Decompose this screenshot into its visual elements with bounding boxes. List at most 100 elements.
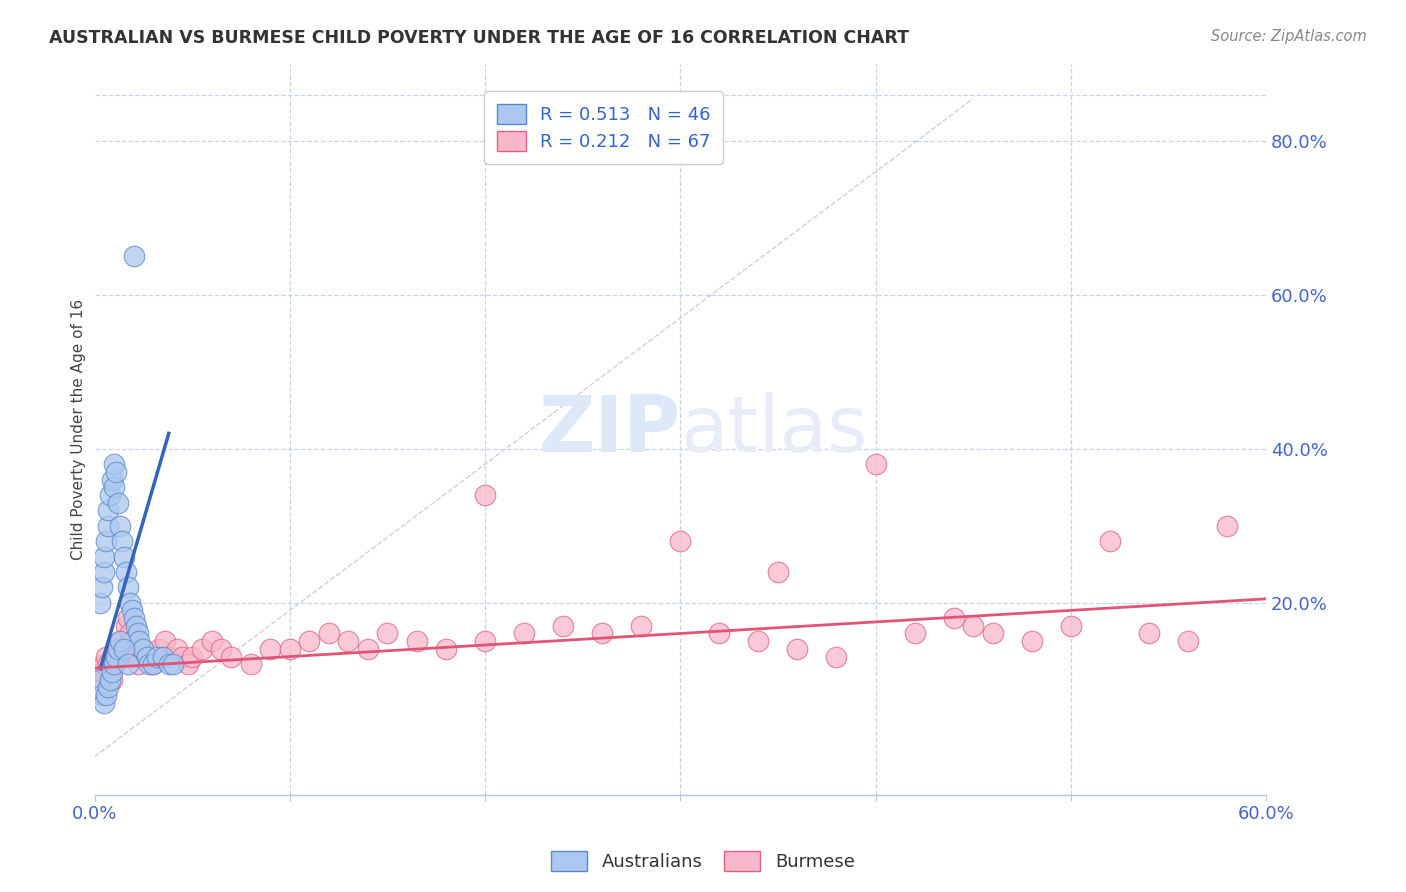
Point	[97, 657, 120, 672]
Point	[124, 649, 146, 664]
Point	[377, 626, 399, 640]
Point	[942, 611, 965, 625]
Point	[108, 518, 131, 533]
Point	[766, 565, 789, 579]
Point	[91, 580, 114, 594]
Point	[981, 626, 1004, 640]
Point	[136, 649, 159, 664]
Point	[112, 649, 135, 664]
Point	[96, 649, 118, 664]
Point	[101, 673, 124, 687]
Point	[357, 641, 380, 656]
Point	[124, 619, 146, 633]
Point	[112, 641, 135, 656]
Point	[105, 649, 128, 664]
Point	[201, 634, 224, 648]
Text: ZIP: ZIP	[538, 392, 681, 467]
Point	[114, 619, 136, 633]
Point	[136, 649, 159, 664]
Point	[318, 626, 340, 640]
Point	[337, 634, 360, 648]
Legend: R = 0.513   N = 46, R = 0.212   N = 67: R = 0.513 N = 46, R = 0.212 N = 67	[484, 91, 724, 163]
Point	[191, 641, 214, 656]
Point	[153, 634, 176, 648]
Point	[91, 665, 114, 679]
Point	[97, 503, 120, 517]
Point	[1098, 534, 1121, 549]
Point	[118, 626, 141, 640]
Point	[132, 641, 155, 656]
Point	[166, 641, 188, 656]
Point	[117, 580, 139, 594]
Point	[278, 641, 301, 656]
Point	[132, 641, 155, 656]
Point	[709, 626, 731, 640]
Text: AUSTRALIAN VS BURMESE CHILD POVERTY UNDER THE AGE OF 16 CORRELATION CHART: AUSTRALIAN VS BURMESE CHILD POVERTY UNDE…	[49, 29, 910, 46]
Point	[630, 619, 652, 633]
Point	[112, 549, 135, 564]
Point	[114, 565, 136, 579]
Point	[127, 657, 149, 672]
Point	[98, 665, 121, 679]
Point	[118, 596, 141, 610]
Point	[108, 634, 131, 648]
Point	[122, 249, 145, 263]
Point	[98, 488, 121, 502]
Point	[93, 696, 115, 710]
Point	[142, 657, 165, 672]
Point	[103, 480, 125, 494]
Point	[105, 649, 128, 664]
Point	[239, 657, 262, 672]
Point	[1060, 619, 1083, 633]
Point	[89, 596, 111, 610]
Point	[117, 611, 139, 625]
Point	[177, 657, 200, 672]
Point	[128, 634, 150, 648]
Point	[513, 626, 536, 640]
Point	[103, 657, 125, 672]
Point	[1021, 634, 1043, 648]
Text: Source: ZipAtlas.com: Source: ZipAtlas.com	[1211, 29, 1367, 44]
Point	[101, 665, 124, 679]
Point	[122, 611, 145, 625]
Point	[903, 626, 925, 640]
Point	[259, 641, 281, 656]
Point	[1216, 518, 1239, 533]
Point	[93, 549, 115, 564]
Point	[111, 641, 134, 656]
Point	[105, 465, 128, 479]
Point	[474, 488, 496, 502]
Legend: Australians, Burmese: Australians, Burmese	[544, 844, 862, 879]
Point	[107, 496, 129, 510]
Point	[121, 603, 143, 617]
Point	[1137, 626, 1160, 640]
Point	[553, 619, 575, 633]
Point	[669, 534, 692, 549]
Point	[591, 626, 613, 640]
Point	[219, 649, 242, 664]
Point	[747, 634, 769, 648]
Point	[825, 649, 848, 664]
Point	[111, 534, 134, 549]
Point	[97, 518, 120, 533]
Point	[157, 657, 180, 672]
Point	[474, 634, 496, 648]
Point	[152, 649, 174, 664]
Point	[107, 641, 129, 656]
Point	[108, 634, 131, 648]
Point	[405, 634, 427, 648]
Point	[96, 688, 118, 702]
Point	[103, 457, 125, 471]
Point	[93, 565, 115, 579]
Point	[122, 641, 145, 656]
Point	[96, 534, 118, 549]
Point	[962, 619, 984, 633]
Point	[865, 457, 887, 471]
Point	[103, 657, 125, 672]
Point	[181, 649, 204, 664]
Point	[89, 673, 111, 687]
Point	[298, 634, 321, 648]
Y-axis label: Child Poverty Under the Age of 16: Child Poverty Under the Age of 16	[72, 299, 86, 560]
Point	[157, 649, 180, 664]
Text: atlas: atlas	[681, 392, 868, 467]
